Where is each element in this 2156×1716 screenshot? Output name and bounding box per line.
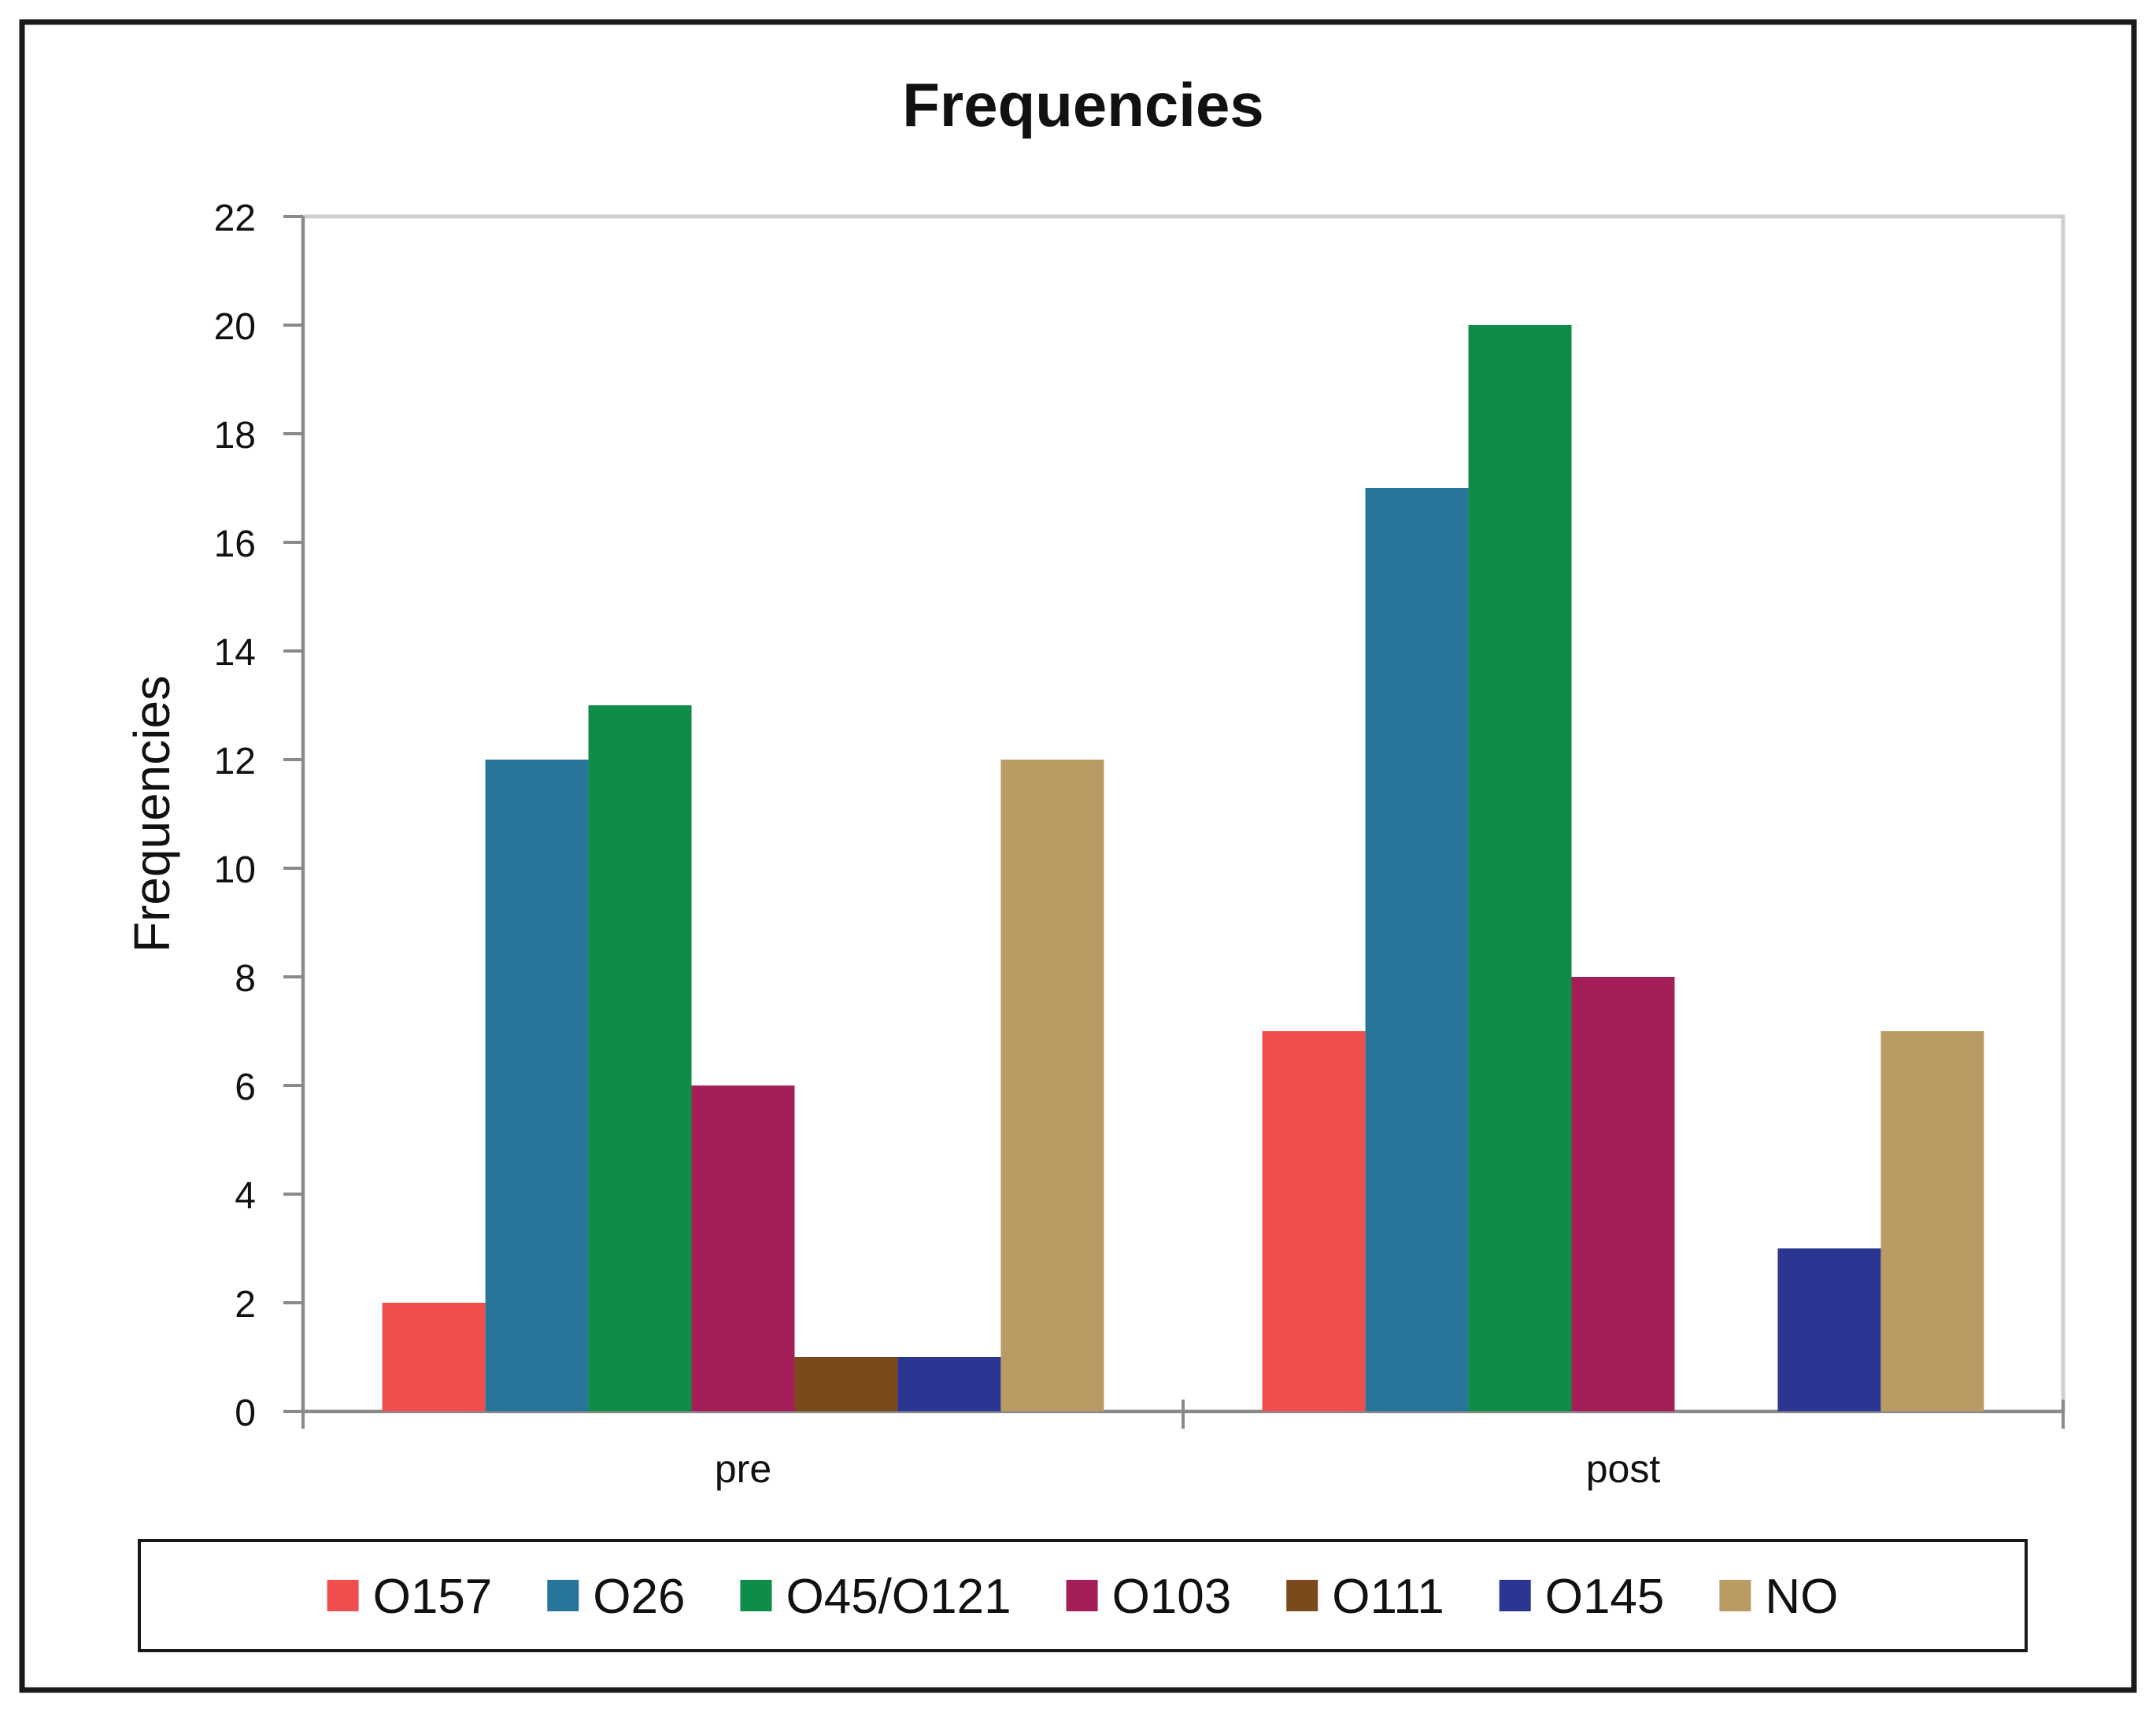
legend-label-o26: O26 [593,1570,685,1624]
bar-pre-o111 [794,1357,898,1411]
y-tick-label: 6 [235,1067,256,1108]
y-axis: 0 2 4 6 8 10 12 14 16 18 20 22 [214,198,305,1434]
x-tick-label-post: post [1586,1447,1661,1491]
bar-pre-o45-o121 [588,705,692,1411]
legend-label-o145: O145 [1545,1570,1665,1624]
y-axis-label: Frequencies [124,675,180,952]
bar-pre-o145 [897,1357,1001,1411]
legend-label-o111: O111 [1332,1570,1444,1624]
y-tick-label: 22 [214,198,256,239]
bar-post-o26 [1365,488,1469,1411]
bar-pre-o103 [691,1085,795,1411]
legend-swatch-o145 [1499,1580,1531,1611]
bar-post-o45-o121 [1468,325,1572,1411]
legend-label-o45-o121: O45/O121 [786,1570,1011,1624]
legend-swatch-o111 [1286,1580,1318,1611]
legend-swatch-o26 [547,1580,579,1611]
y-tick-label: 14 [214,632,256,674]
bar-pre-o26 [485,760,589,1411]
legend-label-o103: O103 [1112,1570,1232,1624]
bar-post-no [1880,1031,1984,1411]
legend-swatch-no [1719,1580,1751,1611]
legend-label-no: NO [1765,1570,1838,1624]
bars [382,325,1984,1411]
y-tick-label: 18 [214,415,256,457]
x-tick-label-pre: pre [715,1447,771,1491]
y-tick-label: 16 [214,523,256,565]
y-tick-label: 2 [235,1284,256,1326]
legend-label-o157: O157 [373,1570,493,1624]
y-tick-label: 4 [235,1175,256,1217]
bar-pre-no [1000,760,1104,1411]
y-tick-label: 20 [214,306,256,348]
bar-post-o157 [1262,1031,1366,1411]
y-tick-label: 10 [214,849,256,891]
bar-post-o103 [1571,977,1675,1411]
legend: O157 O26 O45/O121 O103 O111 O145 NO [327,1570,1838,1624]
chart-title: Frequencies [902,70,1264,139]
y-tick-label: 0 [235,1392,256,1434]
bar-post-o145 [1777,1248,1881,1411]
legend-swatch-o103 [1066,1580,1098,1611]
y-tick-label: 12 [214,741,256,782]
bar-pre-o157 [382,1303,486,1411]
legend-swatch-o45-o121 [740,1580,772,1611]
legend-swatch-o157 [327,1580,359,1611]
y-tick-label: 8 [235,958,256,1000]
